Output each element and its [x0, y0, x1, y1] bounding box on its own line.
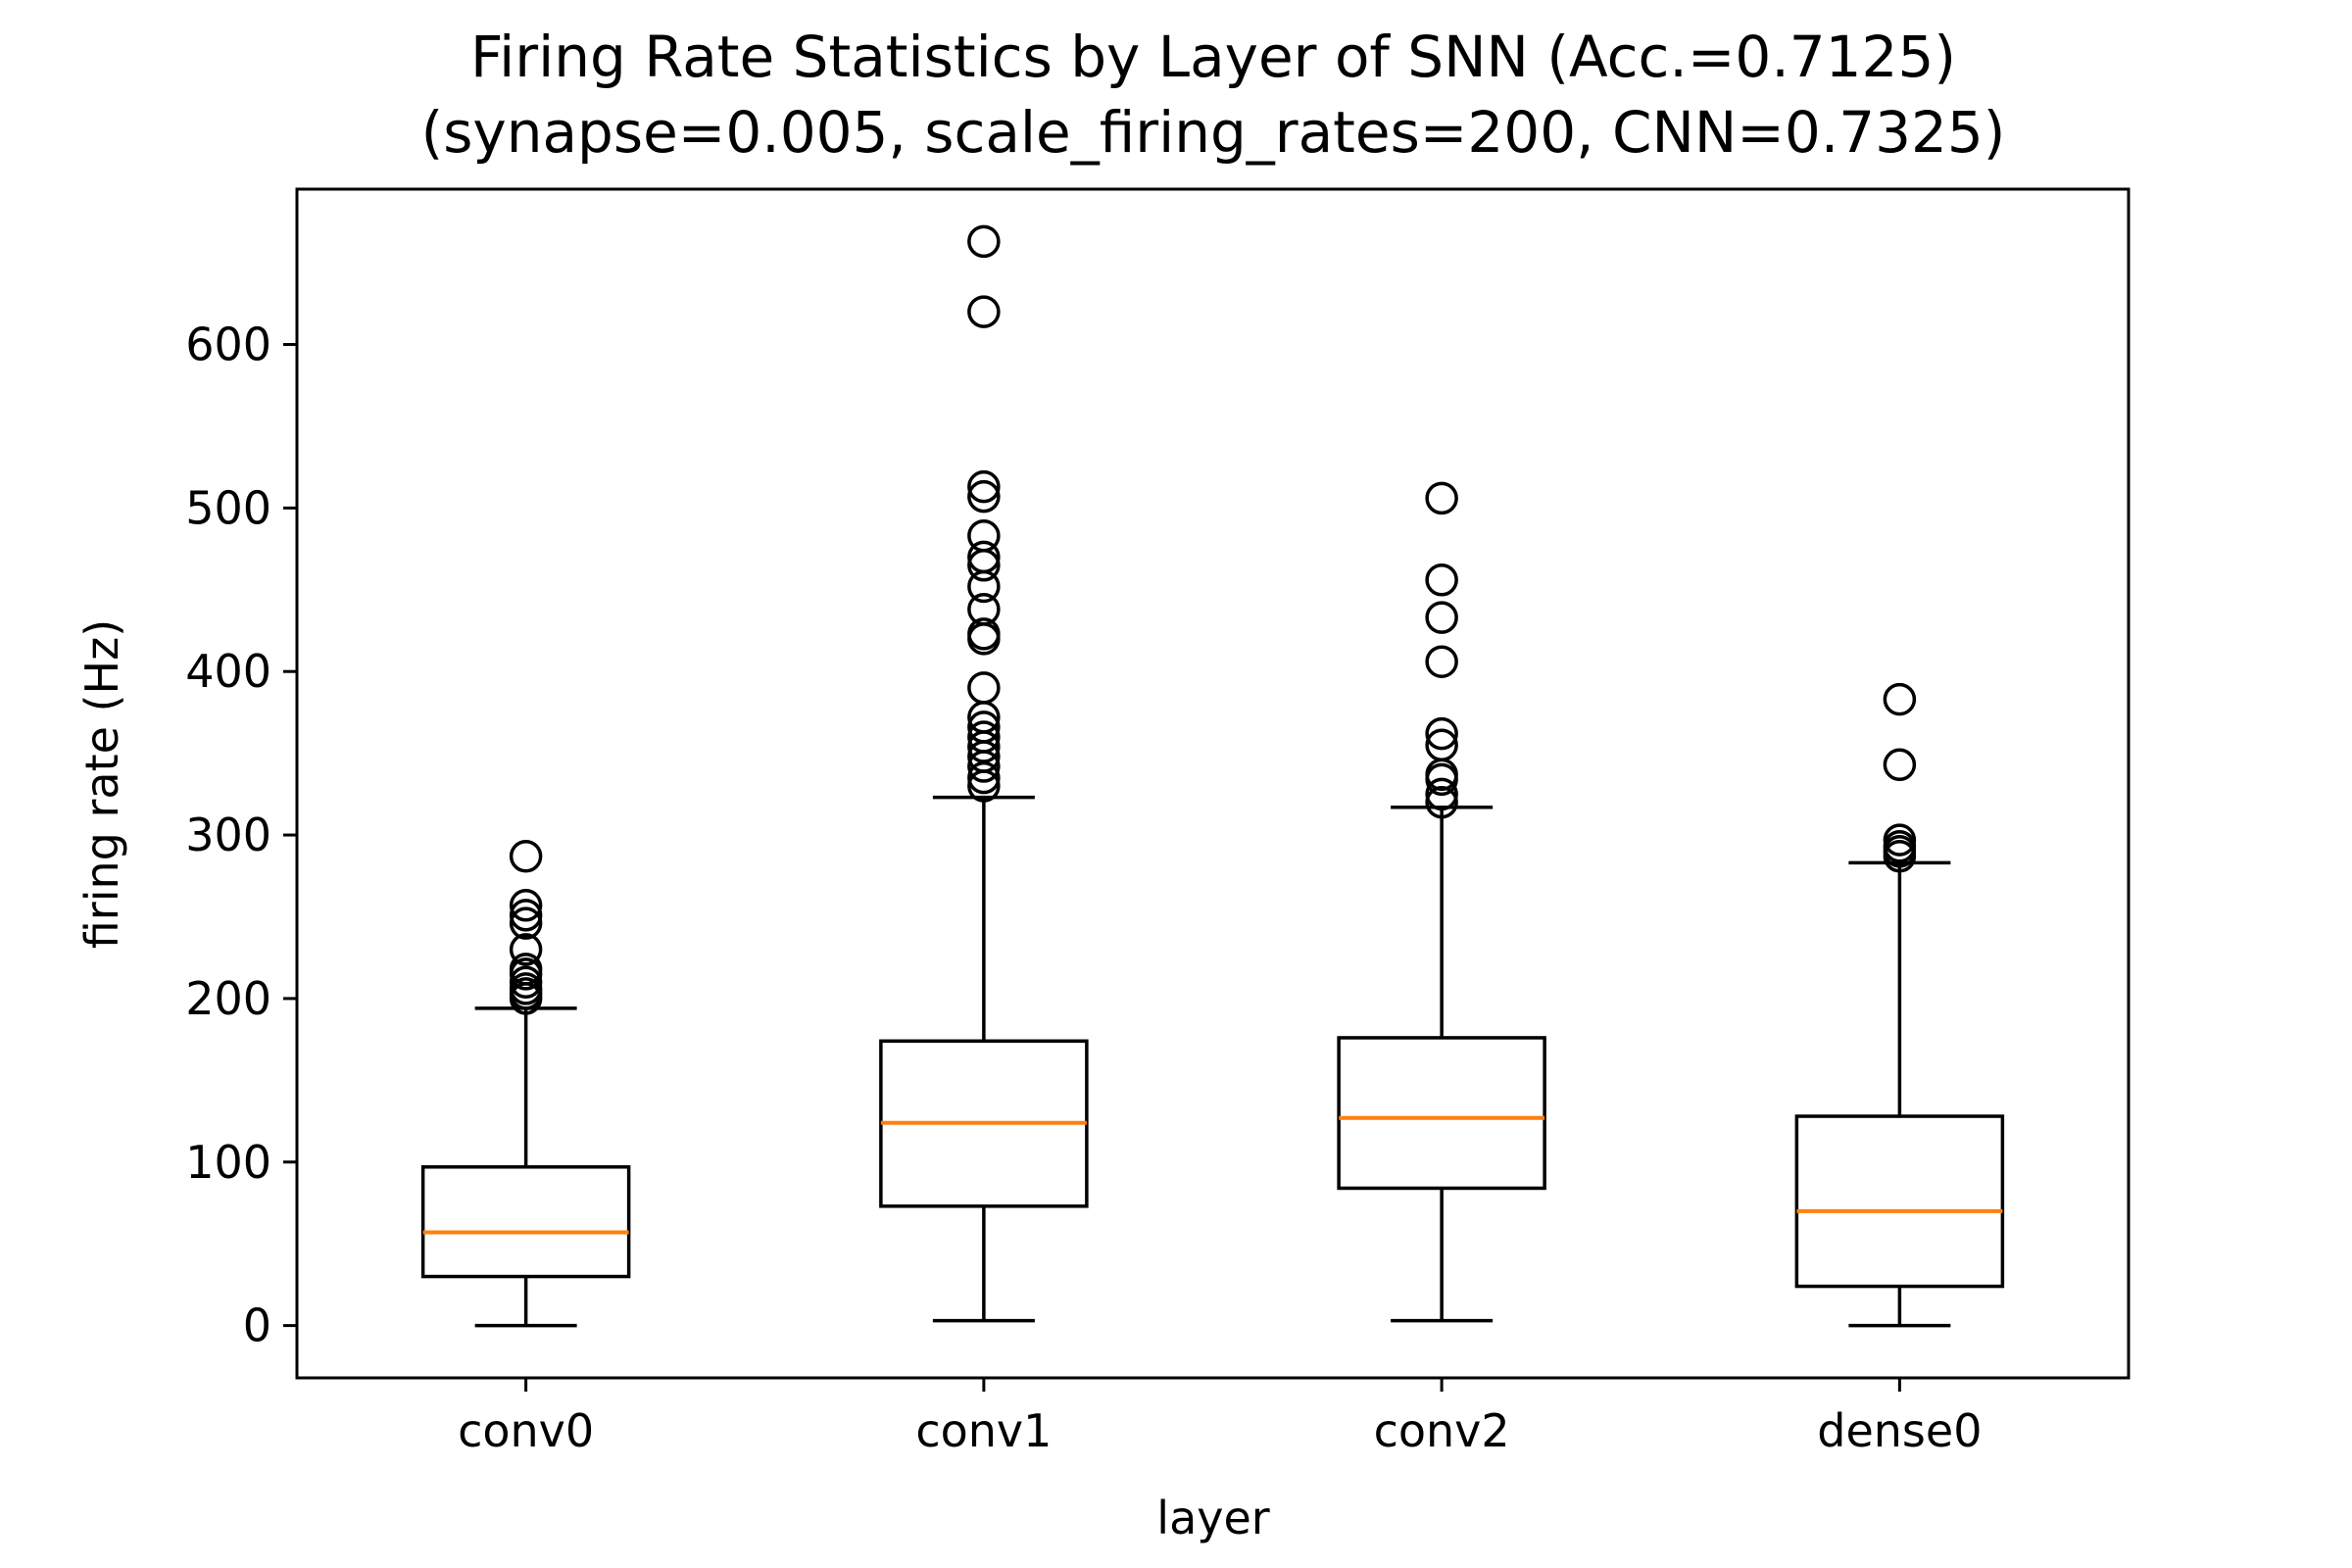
outlier-point: [1883, 748, 1917, 782]
y-tick-label: 200: [185, 972, 271, 1025]
outlier-point: [509, 889, 543, 922]
box-group-conv0: [420, 839, 631, 1328]
outlier-point: [509, 839, 543, 873]
outlier-point: [967, 479, 1001, 514]
outlier-point: [967, 540, 1001, 574]
outlier-point: [967, 295, 1001, 328]
box-iqr: [420, 1165, 631, 1279]
box-group-conv1: [879, 224, 1089, 1323]
box-iqr: [1337, 1036, 1546, 1191]
outlier-point: [1425, 645, 1458, 678]
box-group-conv2: [1337, 481, 1546, 1323]
outlier-point: [1425, 481, 1458, 515]
y-tick-label: 600: [185, 318, 271, 371]
outlier-point: [1425, 728, 1458, 762]
y-tick-label: 500: [185, 481, 271, 534]
outlier-point: [509, 953, 543, 986]
x-tick-label: conv1: [915, 1404, 1052, 1457]
outlier-point: [509, 965, 543, 999]
outlier-point: [509, 933, 543, 966]
outlier-point: [967, 710, 1001, 744]
outlier-point: [1883, 682, 1917, 716]
outlier-point: [509, 899, 543, 932]
outlier-point: [967, 671, 1001, 705]
outlier-point: [967, 617, 1001, 651]
outlier-point: [509, 906, 543, 940]
x-axis-label: layer: [1156, 1492, 1269, 1544]
outlier-point: [1425, 716, 1458, 751]
outlier-point: [1425, 564, 1458, 597]
outlier-point: [967, 593, 1001, 626]
y-tick-label: 0: [243, 1299, 271, 1352]
y-axis-label: firing rate (Hz): [75, 619, 128, 949]
chart-subtitle: (synapse=0.005, scale_firing_rates=200, …: [421, 99, 2006, 166]
x-tick-label: conv2: [1374, 1404, 1510, 1457]
outlier-point: [967, 518, 1001, 553]
y-tick-label: 100: [185, 1136, 271, 1189]
outlier-point: [1883, 823, 1917, 857]
outlier-point: [1425, 601, 1458, 634]
outlier-point: [967, 469, 1001, 504]
box-iqr: [1794, 1114, 2005, 1289]
y-tick-label: 400: [185, 645, 271, 698]
outlier-point: [1425, 777, 1458, 811]
x-tick-label: dense0: [1817, 1404, 1982, 1457]
outlier-point: [967, 720, 1001, 754]
plot-frame: [295, 187, 2131, 1380]
plot-area: 0 100 200 300 400 500 600 conv0 conv1 conv2 dense0: [185, 187, 2131, 1457]
chart-title: Firing Rate Statistics by Layer of SNN (…: [470, 24, 1956, 90]
x-tick-label: conv0: [458, 1404, 594, 1457]
outlier-point: [967, 224, 1001, 259]
box-group-dense0: [1794, 682, 2005, 1328]
y-tick-label: 300: [185, 808, 271, 861]
